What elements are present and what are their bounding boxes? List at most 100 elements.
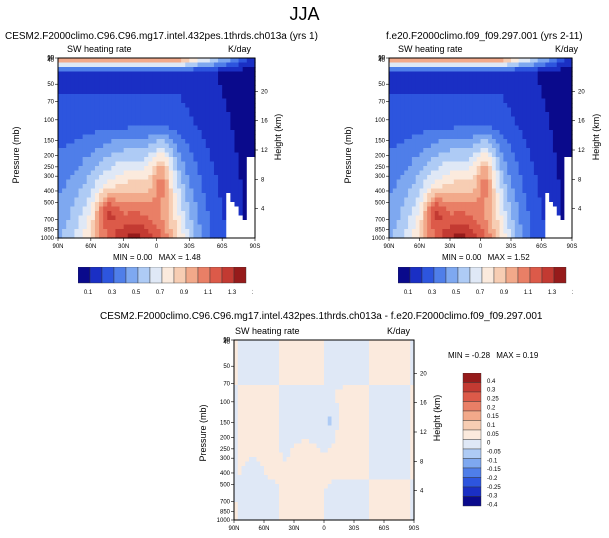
field-cell bbox=[286, 394, 291, 400]
field-cell bbox=[131, 98, 137, 104]
field-cell bbox=[511, 94, 516, 100]
field-cell bbox=[74, 202, 80, 208]
field-cell bbox=[127, 197, 133, 203]
field-cell bbox=[453, 179, 459, 185]
field-cell bbox=[442, 107, 447, 113]
field-cell bbox=[327, 353, 333, 359]
field-cell bbox=[361, 362, 366, 368]
field-cell bbox=[316, 421, 321, 427]
field-cell bbox=[427, 67, 432, 73]
field-cell bbox=[438, 161, 443, 167]
field-cell bbox=[461, 80, 466, 86]
field-cell bbox=[507, 103, 512, 109]
field-cell bbox=[419, 157, 424, 163]
field-cell bbox=[549, 107, 554, 113]
field-cell bbox=[94, 179, 100, 185]
field-cell bbox=[119, 139, 125, 145]
colorbar-swatch bbox=[457, 267, 471, 284]
field-cell bbox=[518, 103, 524, 109]
field-cell bbox=[549, 166, 554, 172]
field-cell bbox=[94, 107, 100, 113]
field-cell bbox=[234, 139, 240, 145]
field-cell bbox=[442, 103, 447, 109]
field-cell bbox=[484, 215, 489, 221]
field-cell bbox=[526, 179, 531, 185]
field-cell bbox=[387, 371, 393, 377]
field-cell bbox=[286, 398, 291, 404]
field-cell bbox=[267, 430, 273, 436]
field-cell bbox=[197, 233, 203, 239]
field-cell bbox=[237, 421, 243, 427]
field-cell bbox=[140, 80, 145, 86]
panel2-min-max: MIN = 0.00 MAX = 1.52 bbox=[442, 253, 530, 262]
field-cell bbox=[230, 98, 236, 104]
field-cell bbox=[82, 139, 88, 145]
field-cell bbox=[316, 416, 321, 422]
field-cell bbox=[193, 125, 199, 131]
field-cell bbox=[246, 197, 252, 203]
field-cell bbox=[127, 152, 133, 158]
field-cell bbox=[99, 121, 104, 127]
field-cell bbox=[442, 67, 447, 73]
field-cell bbox=[380, 344, 385, 350]
field-cell bbox=[408, 130, 413, 136]
field-cell bbox=[160, 229, 166, 235]
field-cell bbox=[309, 349, 314, 355]
field-cell bbox=[250, 211, 256, 217]
field-cell bbox=[472, 121, 478, 127]
field-cell bbox=[518, 71, 524, 77]
field-cell bbox=[549, 67, 554, 73]
field-cell bbox=[423, 211, 428, 217]
field-cell bbox=[127, 202, 133, 208]
field-cell bbox=[549, 206, 554, 212]
field-cell bbox=[400, 175, 405, 181]
field-cell bbox=[218, 148, 223, 154]
field-cell bbox=[411, 229, 417, 235]
field-cell bbox=[66, 193, 71, 199]
field-cell bbox=[427, 233, 432, 239]
field-cell bbox=[415, 202, 421, 208]
colorbar-swatch bbox=[553, 267, 567, 284]
field-cell bbox=[446, 107, 451, 113]
field-cell bbox=[156, 143, 162, 149]
field-cell bbox=[552, 116, 558, 122]
field-cell bbox=[115, 215, 121, 221]
field-cell bbox=[189, 148, 195, 154]
field-cell bbox=[392, 62, 398, 68]
field-cell bbox=[400, 125, 405, 131]
field-cell bbox=[434, 112, 440, 118]
field-cell bbox=[472, 98, 478, 104]
field-cell bbox=[410, 380, 415, 386]
field-cell bbox=[533, 98, 539, 104]
field-cell bbox=[189, 89, 195, 95]
field-cell bbox=[94, 134, 100, 140]
field-cell bbox=[282, 385, 288, 391]
field-cell bbox=[389, 143, 394, 149]
field-cell bbox=[430, 98, 436, 104]
field-cell bbox=[297, 380, 303, 386]
field-cell bbox=[78, 62, 84, 68]
field-cell bbox=[568, 62, 573, 68]
field-cell bbox=[58, 67, 63, 73]
field-cell bbox=[123, 107, 129, 113]
field-cell bbox=[193, 175, 199, 181]
field-cell bbox=[442, 188, 447, 194]
field-cell bbox=[320, 394, 325, 400]
field-cell bbox=[70, 116, 76, 122]
field-cell bbox=[365, 389, 370, 395]
field-cell bbox=[103, 224, 108, 230]
colorbar-label: 0.5 bbox=[132, 290, 141, 296]
field-cell bbox=[518, 197, 524, 203]
field-cell bbox=[480, 215, 485, 221]
field-cell bbox=[415, 197, 421, 203]
field-cell bbox=[58, 206, 63, 212]
field-cell bbox=[205, 224, 211, 230]
field-cell bbox=[222, 161, 227, 167]
field-cell bbox=[209, 125, 215, 131]
field-cell bbox=[480, 85, 485, 91]
field-cell bbox=[495, 170, 501, 176]
field-cell bbox=[533, 148, 539, 154]
field-cell bbox=[507, 161, 512, 167]
field-cell bbox=[172, 134, 178, 140]
field-cell bbox=[564, 103, 569, 109]
